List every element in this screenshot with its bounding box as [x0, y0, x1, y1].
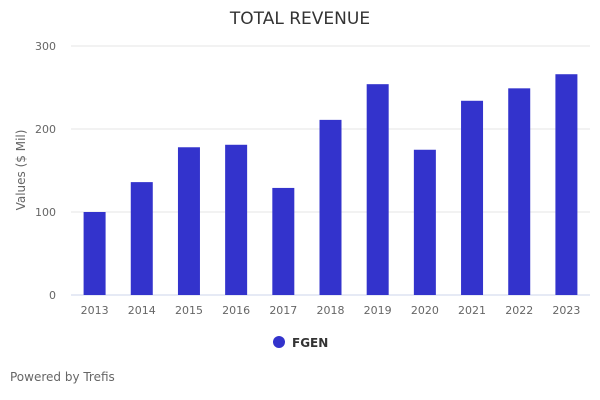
x-tick-label: 2016 [222, 304, 250, 317]
legend[interactable]: FGEN [273, 336, 328, 350]
x-tick-label: 2015 [175, 304, 203, 317]
bar-2013[interactable] [83, 212, 106, 295]
bar-2016[interactable] [225, 144, 248, 295]
powered-by-credit[interactable]: Powered by Trefis [10, 370, 115, 384]
y-tick-label: 100 [35, 206, 56, 219]
x-tick-label: 2020 [411, 304, 439, 317]
y-tick-label: 300 [35, 40, 56, 53]
bar-2018[interactable] [319, 119, 342, 296]
chart-title: TOTAL REVENUE [229, 9, 370, 29]
y-axis-label: Values ($ Mil) [14, 130, 28, 211]
bar-2015[interactable] [177, 147, 200, 295]
y-tick-label: 0 [49, 289, 56, 302]
bar-2019[interactable] [366, 84, 389, 296]
x-tick-label: 2022 [505, 304, 533, 317]
x-tick-label: 2018 [317, 304, 345, 317]
x-tick-label: 2019 [364, 304, 392, 317]
bar-2014[interactable] [130, 182, 153, 295]
x-tick-label: 2017 [269, 304, 297, 317]
bar-2020[interactable] [413, 149, 436, 295]
legend-label-fgen[interactable]: FGEN [292, 336, 328, 350]
bar-2023[interactable] [555, 74, 578, 295]
bar-2022[interactable] [508, 88, 531, 295]
y-tick-label: 200 [35, 123, 56, 136]
bar-2021[interactable] [461, 100, 484, 295]
legend-marker-fgen[interactable] [273, 336, 285, 348]
bar-2017[interactable] [272, 187, 295, 295]
x-tick-label: 2023 [552, 304, 580, 317]
x-tick-label: 2021 [458, 304, 486, 317]
x-tick-label: 2014 [128, 304, 156, 317]
x-tick-label: 2013 [81, 304, 109, 317]
